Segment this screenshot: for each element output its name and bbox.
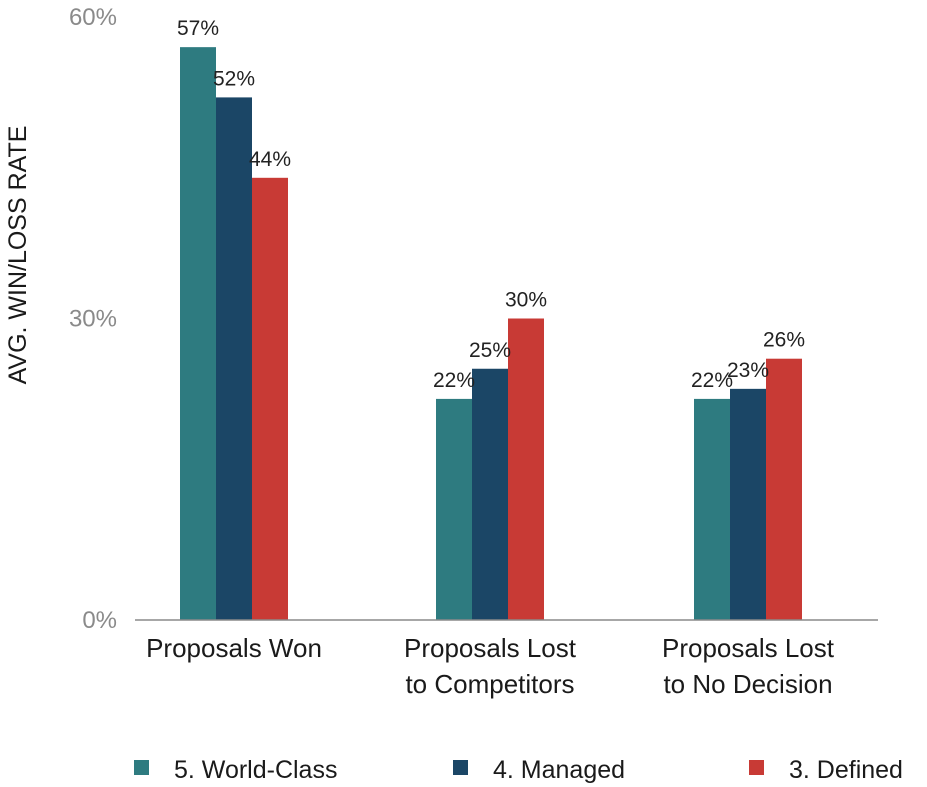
y-tick-label: 60% (69, 4, 117, 31)
bar (694, 398, 730, 620)
data-label: 30% (505, 289, 547, 312)
data-labels: 57% 22% 22% 52% 25% 23% 44% 30% 26% (177, 17, 805, 392)
data-label: 52% (213, 67, 255, 90)
legend-label: 4. Managed (493, 756, 625, 784)
data-label: 25% (469, 339, 511, 362)
legend-label: 3. Defined (789, 756, 903, 784)
y-axis-ticks: 0% 30% 60% (69, 4, 117, 634)
legend: 5. World-Class 4. Managed 3. Defined (134, 756, 903, 784)
data-label: 22% (433, 369, 475, 392)
data-label: 57% (177, 17, 219, 40)
bar (508, 318, 544, 620)
category-label: to Competitors (405, 669, 574, 699)
bar (472, 368, 508, 620)
legend-swatch (453, 760, 468, 775)
category-label: to No Decision (663, 669, 832, 699)
category-label: Proposals Lost (404, 633, 577, 663)
bar (252, 177, 288, 621)
data-label: 44% (249, 148, 291, 171)
bar (730, 388, 766, 620)
category-label: Proposals Lost (662, 633, 835, 663)
bar (216, 97, 252, 620)
category-labels: Proposals Won Proposals Lost to Competitor… (146, 633, 835, 699)
y-tick-label: 0% (82, 607, 117, 634)
bar (180, 47, 216, 620)
legend-swatch (749, 760, 764, 775)
bar (766, 358, 802, 620)
bar-series (180, 47, 802, 621)
data-label: 22% (691, 369, 733, 392)
y-axis-title: AVG. WIN/LOSS RATE (4, 126, 32, 385)
y-tick-label: 30% (69, 306, 117, 333)
data-label: 23% (727, 359, 769, 382)
legend-swatch (134, 760, 149, 775)
data-label: 26% (763, 329, 805, 352)
bar (436, 398, 472, 620)
y-axis-title-group: AVG. WIN/LOSS RATE (4, 126, 32, 385)
legend-label: 5. World-Class (174, 756, 337, 784)
category-label: Proposals Won (146, 633, 322, 663)
